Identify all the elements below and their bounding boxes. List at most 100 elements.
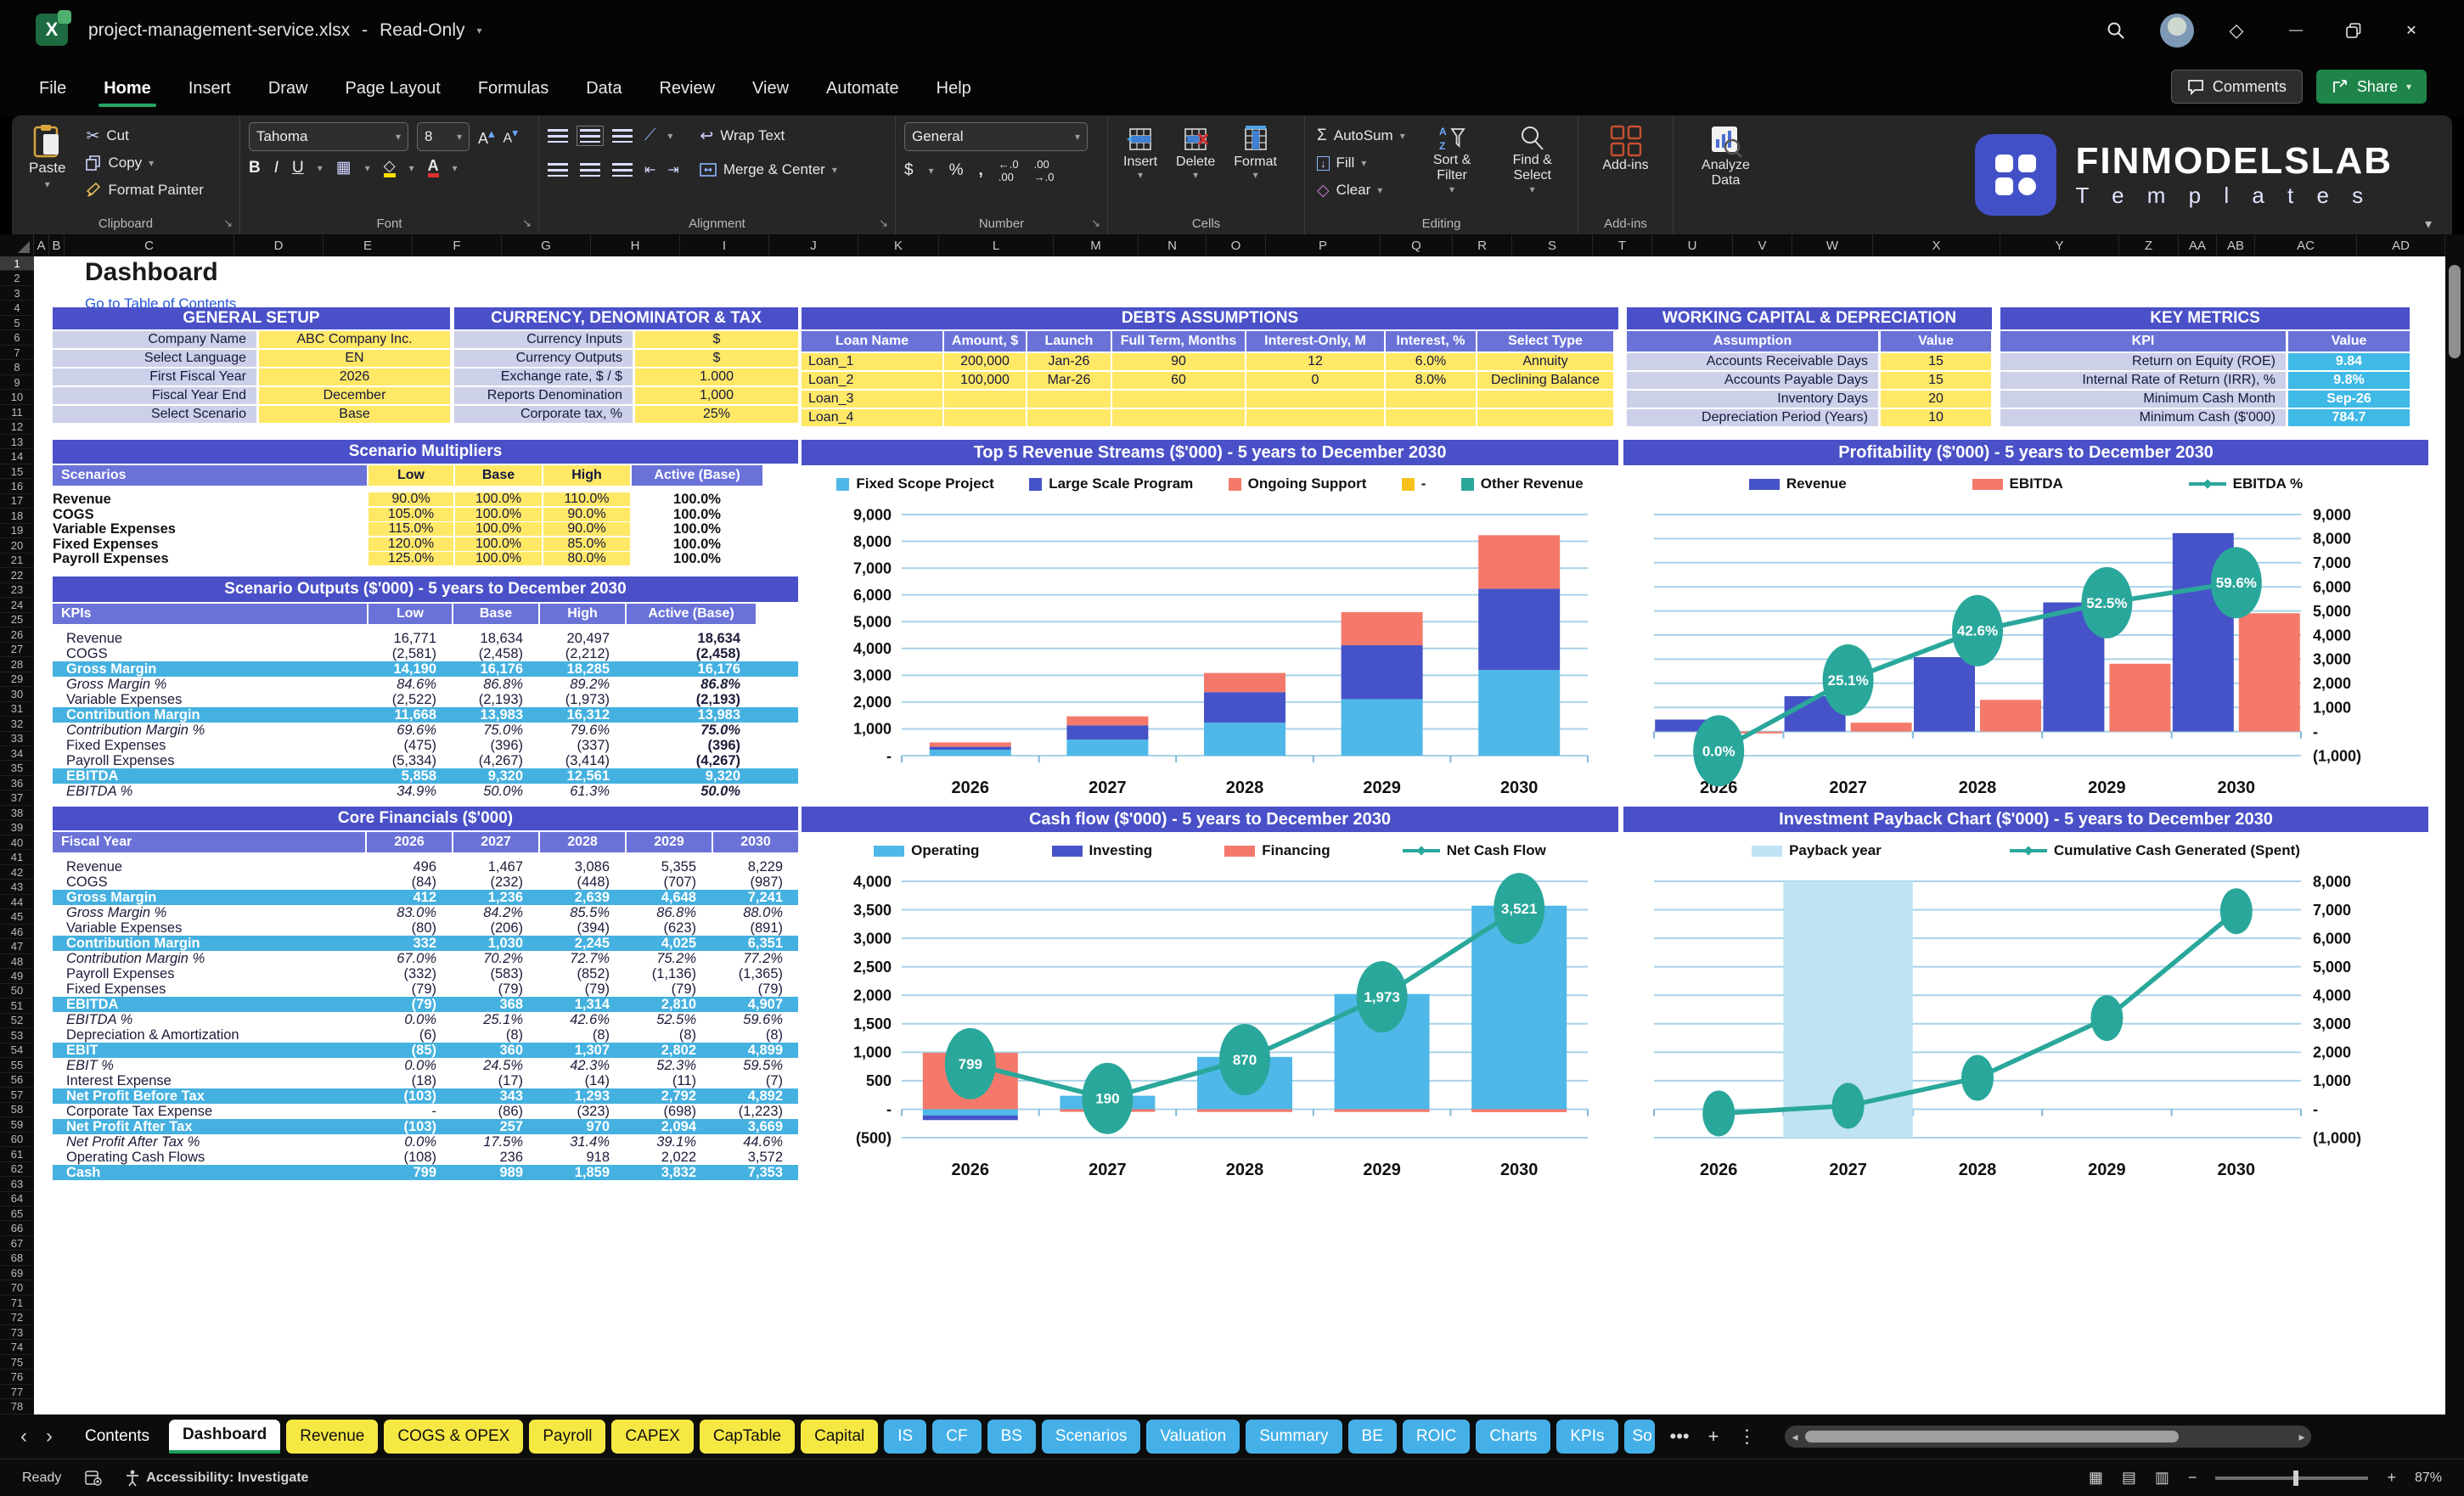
sheet-tab-bs[interactable]: BS <box>987 1420 1036 1454</box>
value-cell[interactable]: 0 <box>1246 372 1384 389</box>
orientation-button[interactable]: ⟋ <box>644 127 656 144</box>
value-cell[interactable]: ABC Company Inc. <box>259 331 450 348</box>
decrease-indent-button[interactable]: ⇤ <box>644 163 656 177</box>
value-cell[interactable] <box>1386 391 1476 408</box>
value-cell[interactable] <box>944 391 1026 408</box>
row-header-61[interactable]: 61 <box>0 1147 34 1162</box>
align-middle-button[interactable] <box>577 126 604 146</box>
row-header-50[interactable]: 50 <box>0 984 34 999</box>
value-cell[interactable]: Declining Balance <box>1477 372 1613 389</box>
column-header-A[interactable]: A <box>34 234 49 256</box>
sheet-nav-left-arrow[interactable]: ‹ <box>20 1425 27 1448</box>
row-header-43[interactable]: 43 <box>0 880 34 895</box>
ribbon-tab-insert[interactable]: Insert <box>188 78 231 98</box>
merge-center-button[interactable]: Merge & Center ▾ <box>696 156 841 183</box>
value-cell[interactable]: 1.000 <box>635 368 798 385</box>
value-cell[interactable] <box>1477 391 1613 408</box>
sheet-tab-be[interactable]: BE <box>1347 1420 1397 1454</box>
column-header-U[interactable]: U <box>1652 234 1733 256</box>
ribbon-tab-home[interactable]: Home <box>98 74 156 107</box>
column-header-AB[interactable]: AB <box>2217 234 2255 256</box>
row-header-55[interactable]: 55 <box>0 1058 34 1073</box>
value-cell[interactable]: 200,000 <box>944 353 1026 370</box>
column-header-M[interactable]: M <box>1054 234 1139 256</box>
column-header-I[interactable]: I <box>680 234 769 256</box>
row-header-38[interactable]: 38 <box>0 806 34 821</box>
read-only-badge[interactable]: Read-Only <box>380 20 465 40</box>
row-header-52[interactable]: 52 <box>0 1014 34 1029</box>
accounting-format-button[interactable]: $ <box>904 161 914 179</box>
addins-button[interactable]: Add-ins <box>1587 122 1664 175</box>
sheet-tab-cf[interactable]: CF <box>932 1420 982 1454</box>
ribbon-tab-automate[interactable]: Automate <box>826 78 899 98</box>
scroll-right-arrow[interactable]: ▸ <box>2298 1429 2305 1443</box>
wrap-text-button[interactable]: ↩ Wrap Text <box>700 127 785 145</box>
ribbon-tab-data[interactable]: Data <box>586 78 622 98</box>
analyze-data-button[interactable]: Analyze Data <box>1682 122 1769 191</box>
macro-record-icon[interactable] <box>85 1470 102 1486</box>
row-header-42[interactable]: 42 <box>0 865 34 880</box>
row-header-26[interactable]: 26 <box>0 627 34 643</box>
vertical-scrollbar-thumb[interactable] <box>2449 265 2461 358</box>
value-cell[interactable]: Jan-26 <box>1027 353 1111 370</box>
value-cell[interactable]: 85.0% <box>543 537 630 551</box>
sheet-tab-capex[interactable]: CAPEX <box>611 1420 694 1454</box>
bold-button[interactable]: B <box>249 158 261 177</box>
row-header-4[interactable]: 4 <box>0 301 34 316</box>
value-cell[interactable]: $ <box>635 331 798 348</box>
row-header-73[interactable]: 73 <box>0 1325 34 1341</box>
format-painter-button[interactable]: Format Painter <box>82 177 206 204</box>
row-header-5[interactable]: 5 <box>0 316 34 331</box>
row-header-47[interactable]: 47 <box>0 939 34 954</box>
accessibility-status[interactable]: Accessibility: Investigate <box>146 1470 309 1485</box>
sheet-tab-contents[interactable]: Contents <box>85 1427 150 1445</box>
column-header-J[interactable]: J <box>769 234 858 256</box>
row-header-58[interactable]: 58 <box>0 1103 34 1118</box>
share-button[interactable]: Share ▾ <box>2315 70 2427 104</box>
grow-font-button[interactable]: A▴ <box>478 127 495 147</box>
value-cell[interactable]: 115.0% <box>368 521 453 536</box>
value-cell[interactable]: 90.0% <box>368 492 453 506</box>
column-header-C[interactable]: C <box>65 234 234 256</box>
value-cell[interactable]: 120.0% <box>368 537 453 551</box>
font-dialog-launcher[interactable]: ↘ <box>522 217 532 229</box>
value-cell[interactable]: Loan_2 <box>802 372 942 389</box>
select-all-corner[interactable] <box>0 234 34 256</box>
row-header-9[interactable]: 9 <box>0 375 34 391</box>
row-header-29[interactable]: 29 <box>0 672 34 688</box>
value-cell[interactable]: 9.84 <box>2288 353 2410 370</box>
row-header-70[interactable]: 70 <box>0 1280 34 1296</box>
value-cell[interactable]: 90.0% <box>543 507 630 521</box>
column-header-AC[interactable]: AC <box>2255 234 2357 256</box>
row-header-41[interactable]: 41 <box>0 850 34 865</box>
value-cell[interactable]: 100.0% <box>455 551 542 565</box>
row-header-57[interactable]: 57 <box>0 1088 34 1103</box>
value-cell[interactable]: 100.0% <box>455 507 542 521</box>
row-header-63[interactable]: 63 <box>0 1177 34 1192</box>
column-header-H[interactable]: H <box>591 234 680 256</box>
row-header-65[interactable]: 65 <box>0 1206 34 1222</box>
comma-style-button[interactable]: , <box>978 161 983 179</box>
value-cell[interactable]: 6.0% <box>1386 353 1476 370</box>
sheet-nav-right-arrow[interactable]: › <box>46 1425 53 1448</box>
column-header-Q[interactable]: Q <box>1381 234 1453 256</box>
sheet-tab-dashboard[interactable]: Dashboard <box>169 1420 281 1454</box>
value-cell[interactable]: Sep-26 <box>2288 391 2410 408</box>
value-cell[interactable] <box>944 409 1026 426</box>
row-header-18[interactable]: 18 <box>0 509 34 524</box>
borders-button[interactable]: ▦ <box>335 159 352 177</box>
sheet-tab-revenue[interactable]: Revenue <box>286 1420 379 1454</box>
row-header-62[interactable]: 62 <box>0 1162 34 1178</box>
column-header-K[interactable]: K <box>858 234 939 256</box>
sheet-tab-capital[interactable]: Capital <box>801 1420 879 1454</box>
value-cell[interactable]: 100,000 <box>944 372 1026 389</box>
ribbon-tab-view[interactable]: View <box>752 78 790 98</box>
value-cell[interactable] <box>1386 409 1476 426</box>
column-header-O[interactable]: O <box>1207 234 1266 256</box>
value-cell[interactable]: Mar-26 <box>1027 372 1111 389</box>
ribbon-tab-help[interactable]: Help <box>936 78 971 98</box>
row-header-28[interactable]: 28 <box>0 657 34 672</box>
minimize-button[interactable]: — <box>2289 23 2303 37</box>
sheet-tab-is[interactable]: IS <box>884 1420 927 1454</box>
